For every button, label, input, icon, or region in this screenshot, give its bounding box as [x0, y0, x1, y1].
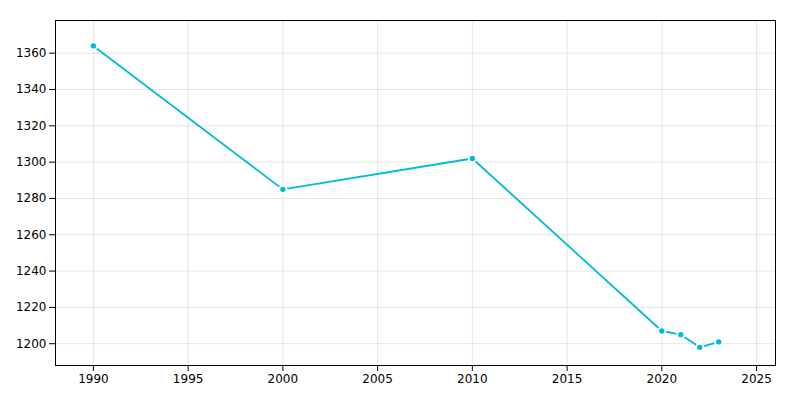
svg-text:1990: 1990	[78, 372, 109, 386]
svg-text:2020: 2020	[647, 372, 678, 386]
svg-text:1200: 1200	[16, 337, 47, 351]
svg-text:1300: 1300	[16, 155, 47, 169]
svg-text:1340: 1340	[16, 82, 47, 96]
svg-text:1995: 1995	[173, 372, 204, 386]
svg-text:1360: 1360	[16, 46, 47, 60]
svg-text:2015: 2015	[552, 372, 583, 386]
svg-text:1320: 1320	[16, 119, 47, 133]
svg-text:1220: 1220	[16, 300, 47, 314]
svg-text:2025: 2025	[741, 372, 772, 386]
svg-text:1260: 1260	[16, 228, 47, 242]
svg-text:1240: 1240	[16, 264, 47, 278]
svg-text:2000: 2000	[268, 372, 299, 386]
svg-text:2005: 2005	[362, 372, 393, 386]
svg-text:2010: 2010	[457, 372, 488, 386]
svg-text:1280: 1280	[16, 191, 47, 205]
